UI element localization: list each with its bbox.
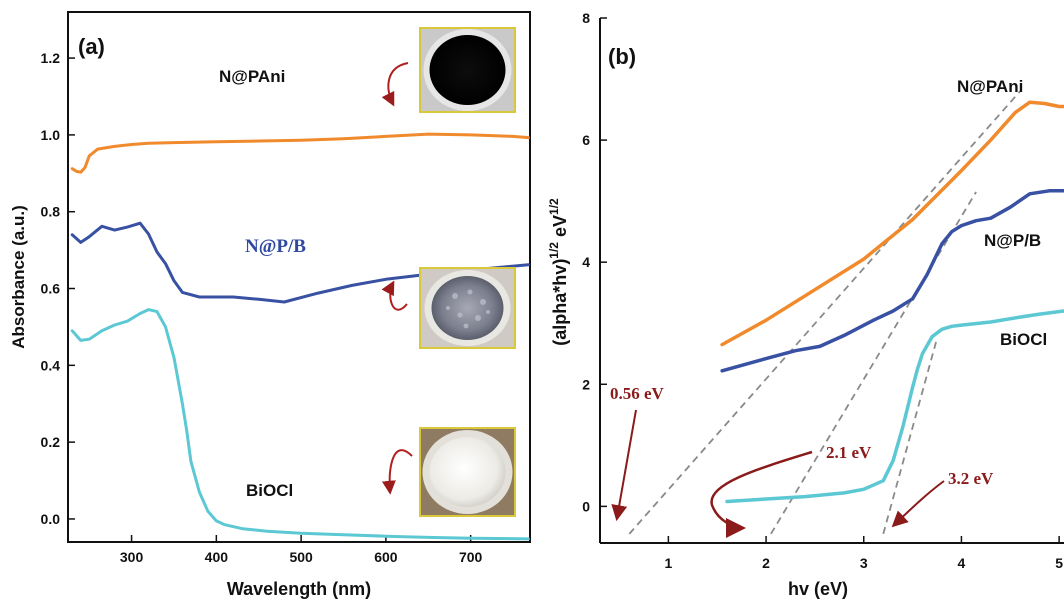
- x-tick-label: 1: [664, 555, 672, 571]
- x-tick-label: 5: [1055, 555, 1063, 571]
- series-label-biocl-a: BiOCl: [246, 481, 293, 500]
- series-label-npb-b: N@P/B: [984, 231, 1041, 250]
- arrow-icon: [891, 480, 945, 528]
- y-tick-label: 0.2: [41, 434, 61, 450]
- x-axis-label-a: Wavelength (nm): [227, 579, 371, 599]
- y-tick-label: 2: [582, 376, 590, 392]
- tangent-line: [882, 338, 938, 535]
- y-tick-label: 8: [582, 10, 590, 26]
- series-line: [70, 221, 530, 304]
- y-tick-label: 4: [582, 254, 590, 270]
- x-tick-label: 4: [958, 555, 966, 571]
- x-tick-label: 2: [762, 555, 770, 571]
- arrow-icon: [710, 450, 813, 538]
- y-tick-label: 0.8: [41, 204, 61, 220]
- x-tick-label: 400: [205, 549, 229, 565]
- y-tick-label: 6: [582, 132, 590, 148]
- y-tick-label: 0.6: [41, 281, 61, 297]
- arrow-icon: [381, 449, 413, 495]
- tangent-lines: [628, 90, 1021, 535]
- series-label-npb-a: N@P/B: [245, 236, 306, 257]
- series-line: [720, 100, 1064, 347]
- series-line: [720, 189, 1064, 373]
- panel-b-ticks: 1 2 3 4 5 0 2 4 6 8: [582, 10, 1063, 571]
- tangent-line: [770, 191, 977, 535]
- panel-b: 1 2 3 4 5 0 2 4 6 8 (b) N@PAni N@P/B BiOCl 0.56 e…: [547, 10, 1064, 599]
- panel-a-series: [70, 132, 530, 541]
- x-tick-label: 600: [374, 549, 398, 565]
- annotation-32ev: 3.2 eV: [948, 469, 994, 488]
- panel-b-label: (b): [608, 44, 636, 69]
- annotation-056ev: 0.56 eV: [610, 384, 665, 403]
- series-line: [725, 309, 1064, 504]
- series-line: [70, 308, 530, 541]
- y-tick-label: 0: [582, 498, 590, 514]
- arrow-icon: [611, 409, 637, 522]
- arrow-icon: [381, 280, 408, 311]
- y-tick-label: 1.2: [41, 50, 61, 66]
- x-axis-label-b: hv (eV): [788, 579, 848, 599]
- y-tick-label: 0.4: [41, 357, 61, 373]
- grey-flakes-photo: [419, 267, 516, 349]
- series-label-biocl-b: BiOCl: [1000, 330, 1047, 349]
- arrow-icon: [381, 62, 409, 107]
- x-tick-label: 300: [120, 549, 144, 565]
- white-powder-photo: [419, 427, 516, 517]
- panel-a-frame: [67, 11, 531, 543]
- series-label-npani-b: N@PAni: [957, 77, 1023, 96]
- series-line: [70, 132, 530, 174]
- series-label-npani-a: N@PAni: [219, 67, 285, 86]
- y-tick-label: 0.0: [41, 511, 61, 527]
- x-tick-label: 3: [860, 555, 868, 571]
- tangent-line: [628, 90, 1021, 535]
- y-axis-label-b: (alpha*hv)1/2 eV1/2: [547, 198, 570, 346]
- black-powder-photo: [419, 27, 516, 113]
- panel-a: 300 400 500 600 700 0.0 0.2 0.4 0.6 0.8 1.0 1.2 (a)…: [9, 11, 531, 599]
- annotation-21ev: 2.1 eV: [826, 443, 872, 462]
- y-axis-label-a: Absorbance (a.u.): [9, 205, 28, 349]
- x-tick-label: 500: [289, 549, 313, 565]
- panel-a-label: (a): [78, 34, 105, 59]
- panel-b-series: [720, 100, 1064, 504]
- x-tick-label: 700: [459, 549, 483, 565]
- y-tick-label: 1.0: [41, 127, 61, 143]
